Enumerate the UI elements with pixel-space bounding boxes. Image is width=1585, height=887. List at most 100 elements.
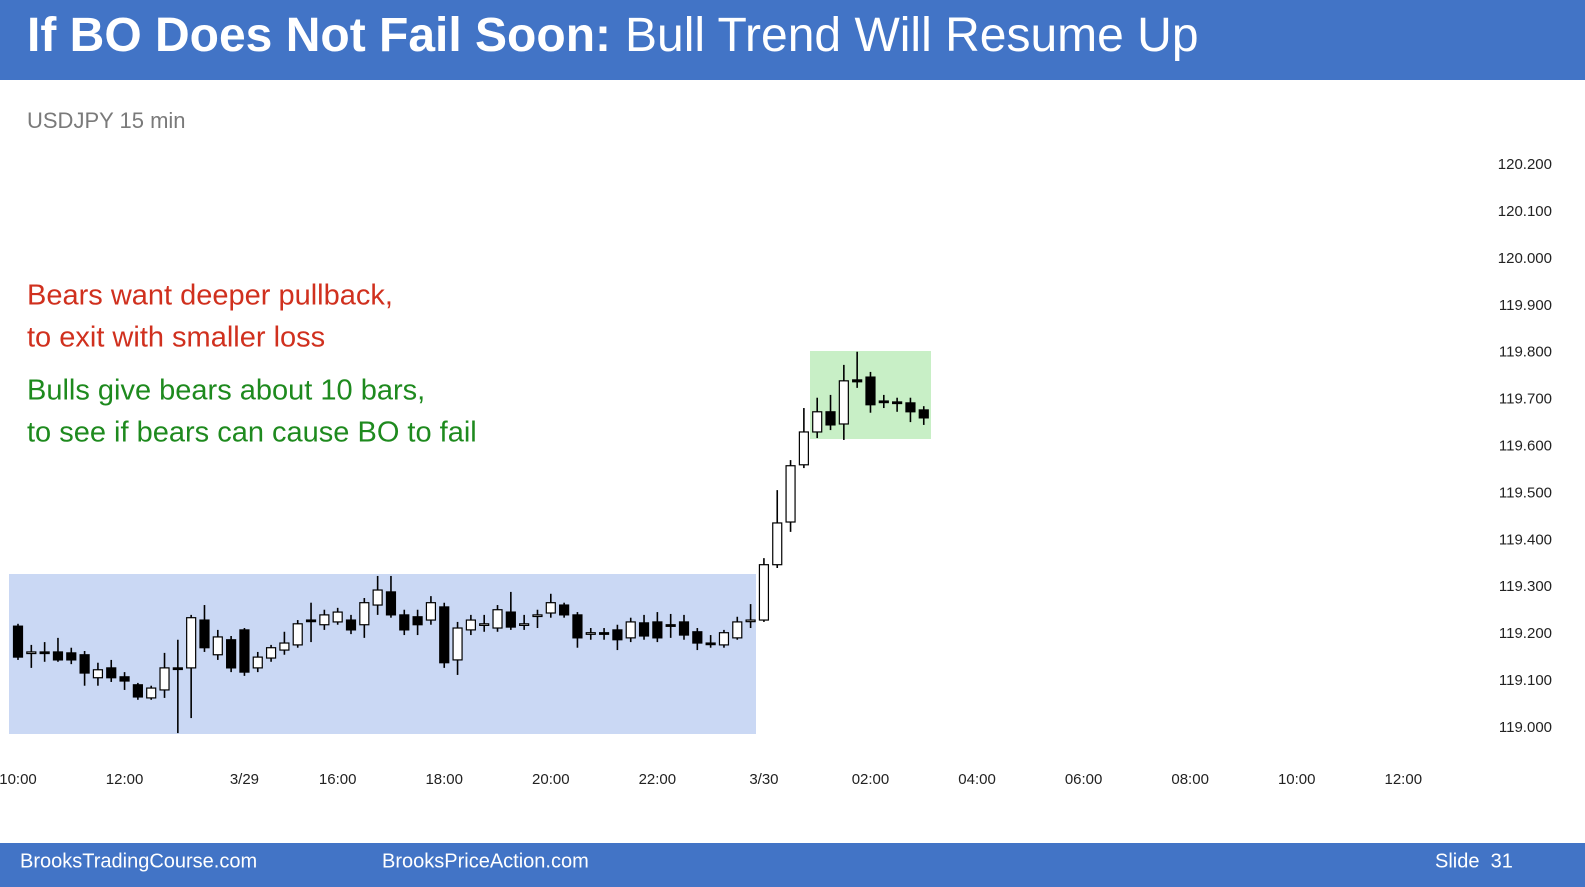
candle-body — [359, 602, 370, 626]
y-tick-label: 120.200 — [1498, 156, 1552, 173]
candle-body — [399, 614, 410, 631]
y-tick-label: 120.000 — [1498, 250, 1552, 267]
candle-body — [479, 623, 490, 626]
candle-body — [732, 621, 743, 639]
candle-body — [545, 602, 556, 614]
x-tick-label: 12:00 — [106, 771, 144, 788]
annotation-line: to exit with smaller loss — [27, 322, 325, 354]
candle-body — [918, 409, 929, 419]
candle-body — [452, 627, 463, 661]
candle-body — [319, 614, 330, 626]
candle-body — [465, 619, 476, 631]
candle-body — [265, 647, 277, 659]
annotation-line: Bears want deeper pullback, — [27, 280, 393, 312]
candle-body — [345, 619, 357, 631]
candle-body — [785, 465, 796, 523]
candle-body — [92, 669, 104, 679]
candle-body — [892, 401, 903, 405]
title-bold: If BO Does Not Fail Soon: — [27, 9, 611, 62]
candle-body — [758, 564, 770, 621]
y-tick-label: 119.200 — [1499, 625, 1552, 642]
candle-body — [279, 642, 290, 651]
y-tick-label: 119.900 — [1499, 297, 1552, 314]
x-tick-label: 10:00 — [0, 771, 37, 788]
candle-body — [598, 632, 610, 635]
candle-body — [226, 639, 237, 669]
y-tick-label: 120.100 — [1498, 203, 1552, 220]
candle-body — [412, 616, 423, 626]
candle-body — [585, 632, 596, 635]
plot-area: 119.000 119.100 119.200 119.300 119.400 119.5… — [0, 156, 1552, 788]
y-tick-label: 119.500 — [1499, 484, 1552, 501]
candle-body — [159, 667, 170, 691]
y-tick-label: 119.100 — [1499, 672, 1552, 689]
candle-body — [292, 623, 303, 646]
candle-body — [119, 676, 130, 682]
candle-body — [492, 609, 503, 629]
candle-body — [39, 651, 50, 655]
candle-body — [812, 411, 823, 433]
candle-body — [798, 431, 809, 466]
footer-bar — [0, 843, 1585, 887]
candle-body — [66, 652, 77, 661]
candle-body — [79, 654, 90, 674]
candle-body — [852, 379, 863, 383]
x-tick-label: 04:00 — [958, 771, 996, 788]
candle-body — [305, 619, 317, 623]
x-tick-label: 20:00 — [532, 771, 570, 788]
footer-right: Slide 31 — [1435, 850, 1513, 872]
candle-body — [439, 606, 450, 664]
footer-center: BrooksPriceAction.com — [382, 850, 589, 872]
x-tick-label: 10:00 — [1278, 771, 1316, 788]
candle-body — [26, 651, 37, 655]
candle-body — [239, 629, 250, 673]
candle-body — [186, 617, 197, 669]
x-tick-label: 18:00 — [425, 771, 463, 788]
x-tick-label: 12:00 — [1385, 771, 1423, 788]
candle-body — [199, 619, 210, 649]
y-tick-label: 119.800 — [1499, 344, 1552, 361]
slide-title: If BO Does Not Fail Soon: Bull Trend Will… — [27, 9, 1199, 62]
candle-body — [772, 522, 783, 566]
candle-body — [132, 684, 143, 698]
annotation-line: to see if bears can cause BO to fail — [27, 417, 477, 449]
header-bar — [0, 0, 1585, 80]
candle-body — [838, 380, 849, 425]
candle-body — [572, 614, 583, 639]
candle-body — [878, 400, 889, 404]
candle-body — [652, 621, 663, 639]
candle-body — [332, 611, 343, 623]
candle-body — [638, 622, 650, 637]
y-tick-label: 119.300 — [1499, 578, 1552, 595]
title-rest: Bull Trend Will Resume Up — [625, 9, 1199, 62]
x-tick-label: 16:00 — [319, 771, 357, 788]
chart-title: USDJPY 15 min — [27, 108, 186, 133]
candle-body — [559, 604, 570, 616]
y-tick-label: 119.700 — [1499, 391, 1552, 408]
candle-body — [665, 624, 676, 627]
x-tick-label: 22:00 — [639, 771, 677, 788]
candle-body — [519, 623, 530, 626]
candle-body — [825, 411, 836, 426]
candle-body — [612, 629, 623, 641]
candle-body — [745, 619, 756, 623]
x-tick-label: 08:00 — [1171, 771, 1209, 788]
candle-body — [625, 621, 636, 639]
candle-body — [425, 602, 437, 621]
x-tick-label: 02:00 — [852, 771, 890, 788]
candle-body — [12, 625, 24, 658]
candle-body — [212, 636, 223, 656]
candle-body — [532, 614, 543, 618]
candle-body — [905, 402, 916, 413]
candle-body — [52, 651, 64, 661]
candle-body — [692, 631, 703, 644]
footer-left: BrooksTradingCourse.com — [20, 850, 257, 872]
y-tick-label: 119.400 — [1499, 531, 1552, 548]
candle-body — [106, 667, 117, 679]
candle-body — [705, 642, 716, 646]
candle-body — [252, 656, 263, 669]
x-tick-label: 06:00 — [1065, 771, 1103, 788]
